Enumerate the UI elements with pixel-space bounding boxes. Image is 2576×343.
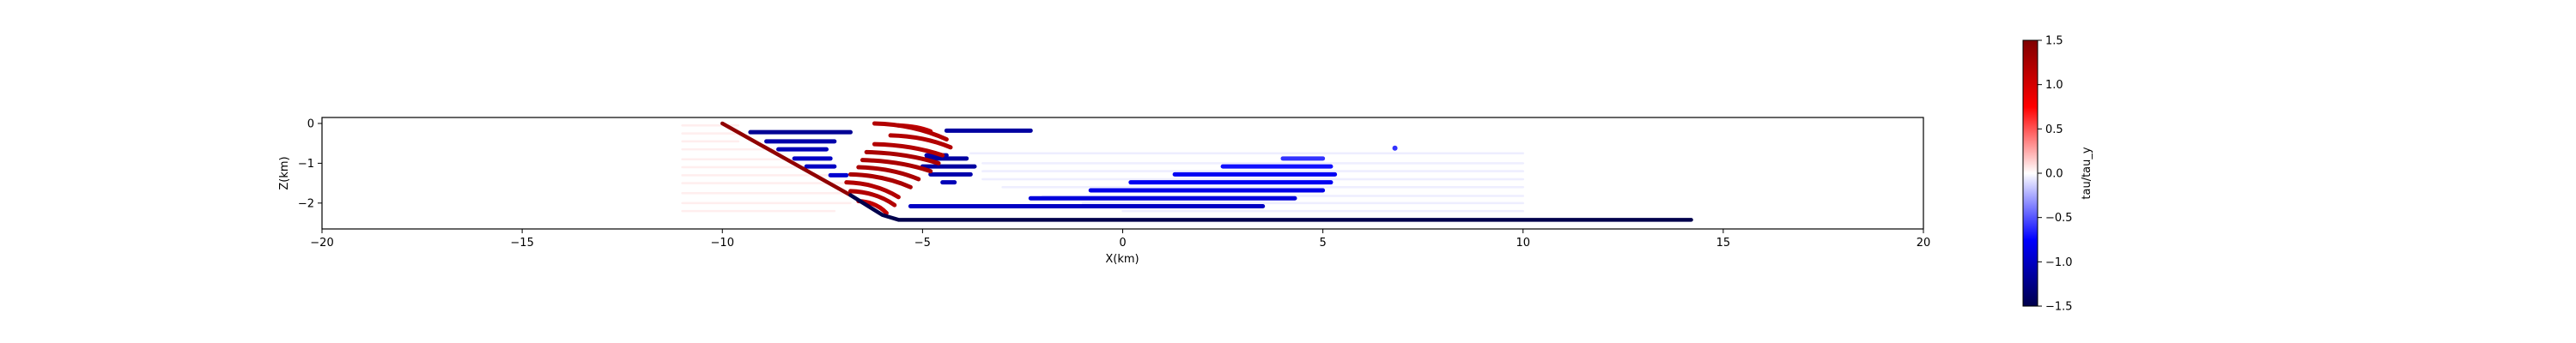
- colorbar-tick-label: 1.0: [2045, 79, 2063, 92]
- y-tick-label: 0: [307, 117, 314, 130]
- colorbar-tick-label: 0.0: [2045, 168, 2063, 181]
- x-tick-label: −10: [711, 237, 734, 250]
- stress-segment-positive: [860, 158, 933, 174]
- y-axis-ticks: 0 −1 −2: [298, 117, 322, 210]
- plot-frame: [321, 117, 1924, 230]
- colorbar: 1.5 1.0 0.5 0.0 −0.5 −1.0 −1.5 tau/tau_y: [2022, 35, 2093, 314]
- stress-segment-positive: [872, 121, 949, 142]
- colorbar-label: tau/tau_y: [2081, 147, 2093, 199]
- stress-segment-positive: [856, 165, 921, 182]
- fault-decollement: [848, 193, 1693, 222]
- colorbar-tick-label: −0.5: [2045, 212, 2073, 225]
- plot-marks: [681, 121, 1693, 222]
- stress-segment-positive: [848, 172, 913, 190]
- colorbar-tick-label: −1.0: [2045, 256, 2073, 269]
- stress-segment-positive: [848, 189, 897, 208]
- stress-segment-positive: [844, 180, 901, 200]
- x-tick-label: −15: [510, 237, 533, 250]
- x-tick-label: −20: [310, 237, 333, 250]
- stress-point: [1392, 145, 1398, 151]
- x-axis-label: X(km): [1105, 253, 1139, 266]
- y-tick-label: −1: [298, 158, 314, 171]
- colorbar-tick-label: −1.5: [2045, 301, 2073, 314]
- fault-ramp: [720, 121, 853, 197]
- x-tick-label: 10: [1516, 237, 1530, 250]
- y-tick-label: −2: [298, 197, 314, 210]
- x-tick-label: 15: [1716, 237, 1731, 250]
- stress-segment-positive: [864, 149, 941, 165]
- y-axis-label: Z(km): [278, 156, 291, 190]
- colorbar-tick-label: 1.5: [2045, 35, 2063, 48]
- x-tick-label: 0: [1119, 237, 1126, 250]
- x-tick-label: 5: [1319, 237, 1326, 250]
- stress-segment-positive: [872, 141, 945, 158]
- colorbar-ticks: 1.5 1.0 0.5 0.0 −0.5 −1.0 −1.5: [2038, 35, 2073, 314]
- x-axis-ticks: −20 −15 −10 −5 0 5 10 15 20: [310, 229, 1930, 250]
- colorbar-tick-label: 0.5: [2045, 123, 2063, 136]
- x-tick-label: −5: [914, 237, 931, 250]
- stress-segment-positive: [888, 133, 953, 150]
- x-tick-label: 20: [1917, 237, 1931, 250]
- colorbar-gradient: [2022, 39, 2038, 307]
